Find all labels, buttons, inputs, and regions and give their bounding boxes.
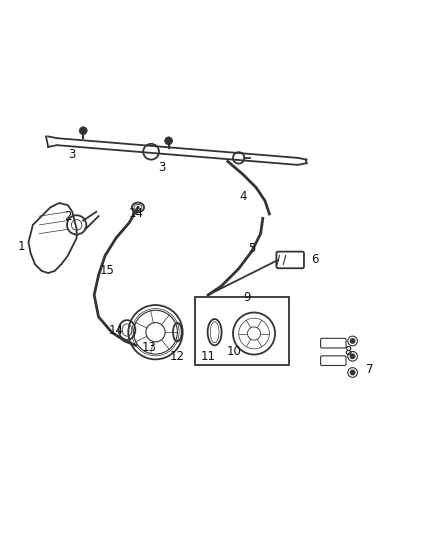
Text: 12: 12 [170,350,185,363]
Circle shape [79,127,87,135]
Circle shape [350,370,355,375]
Text: 9: 9 [244,290,251,304]
Text: 7: 7 [366,363,374,376]
Text: 14: 14 [128,207,143,221]
Circle shape [350,354,355,359]
Text: 8: 8 [345,345,352,358]
Text: 3: 3 [159,161,166,174]
Bar [195,297,289,365]
Text: 15: 15 [100,264,115,277]
Text: 14: 14 [109,324,124,336]
Text: 4: 4 [239,190,247,203]
Circle shape [165,137,173,145]
Text: 13: 13 [141,341,156,354]
Text: 3: 3 [69,148,76,161]
Text: 10: 10 [227,345,242,358]
Text: 6: 6 [311,253,319,266]
Text: 1: 1 [17,240,25,253]
Text: 5: 5 [248,243,255,255]
Circle shape [350,339,355,343]
Text: 2: 2 [64,209,72,223]
Text: 11: 11 [201,350,215,363]
